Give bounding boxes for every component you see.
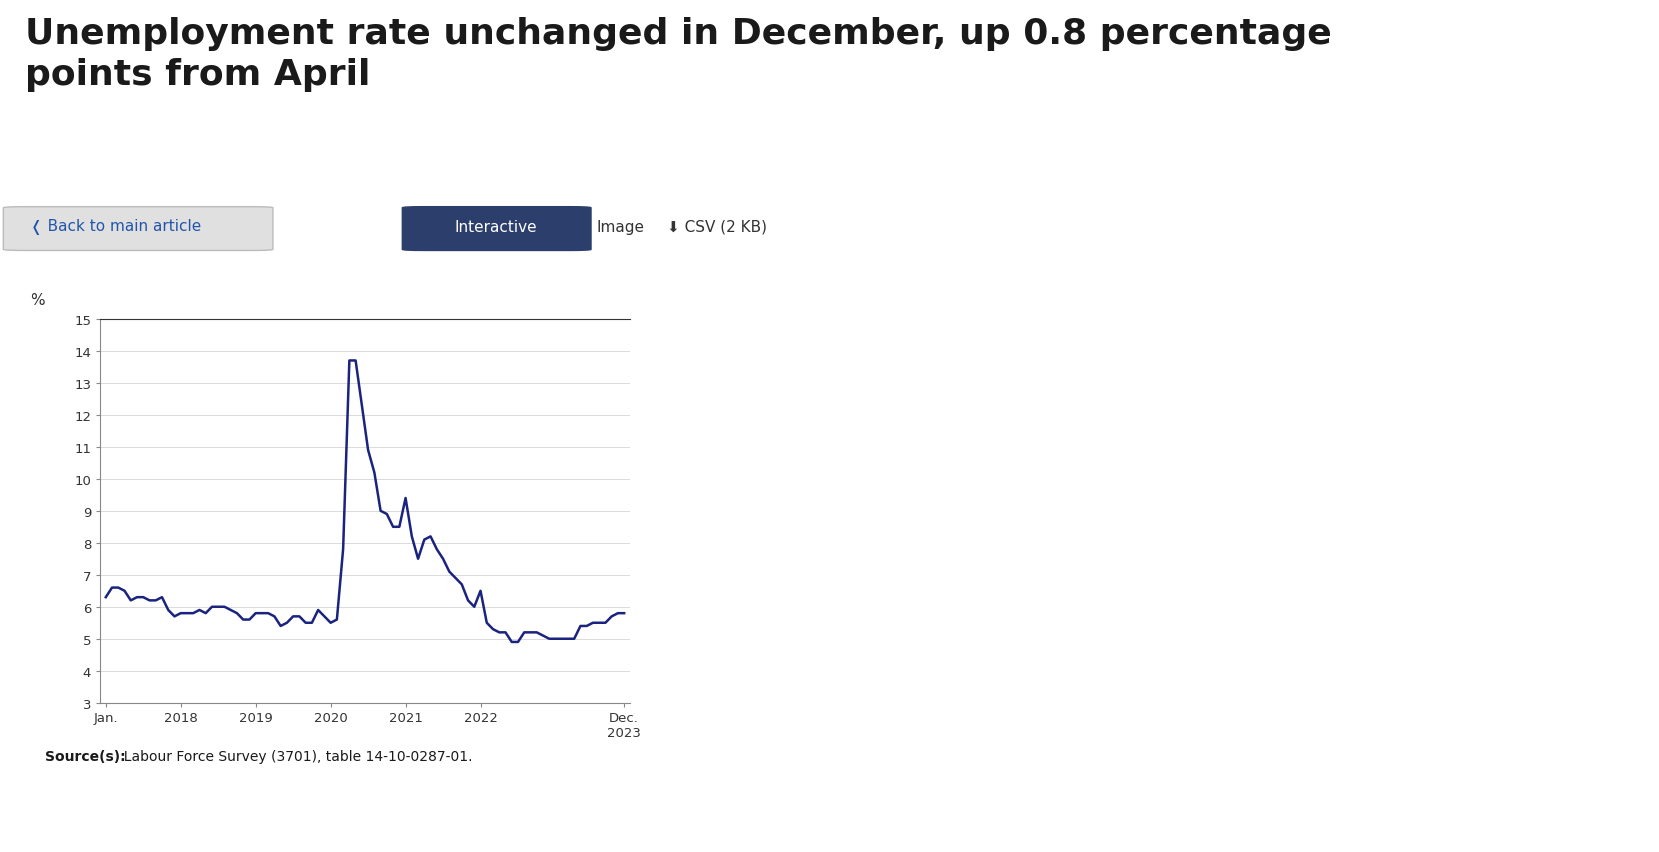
Text: Unemployment rate unchanged in December, up 0.8 percentage
points from April: Unemployment rate unchanged in December,…: [25, 17, 1332, 92]
Text: ❬ Back to main article: ❬ Back to main article: [30, 219, 201, 235]
Text: ⬇ CSV (2 KB): ⬇ CSV (2 KB): [667, 219, 766, 234]
Text: %: %: [30, 293, 45, 308]
FancyBboxPatch shape: [401, 207, 591, 251]
Text: Source(s):: Source(s):: [45, 749, 126, 763]
Text: Labour Force Survey (3701), table 14-10-0287-01.: Labour Force Survey (3701), table 14-10-…: [114, 749, 473, 763]
Text: Interactive: Interactive: [455, 219, 538, 234]
Text: Image: Image: [597, 219, 644, 234]
FancyBboxPatch shape: [3, 207, 274, 251]
